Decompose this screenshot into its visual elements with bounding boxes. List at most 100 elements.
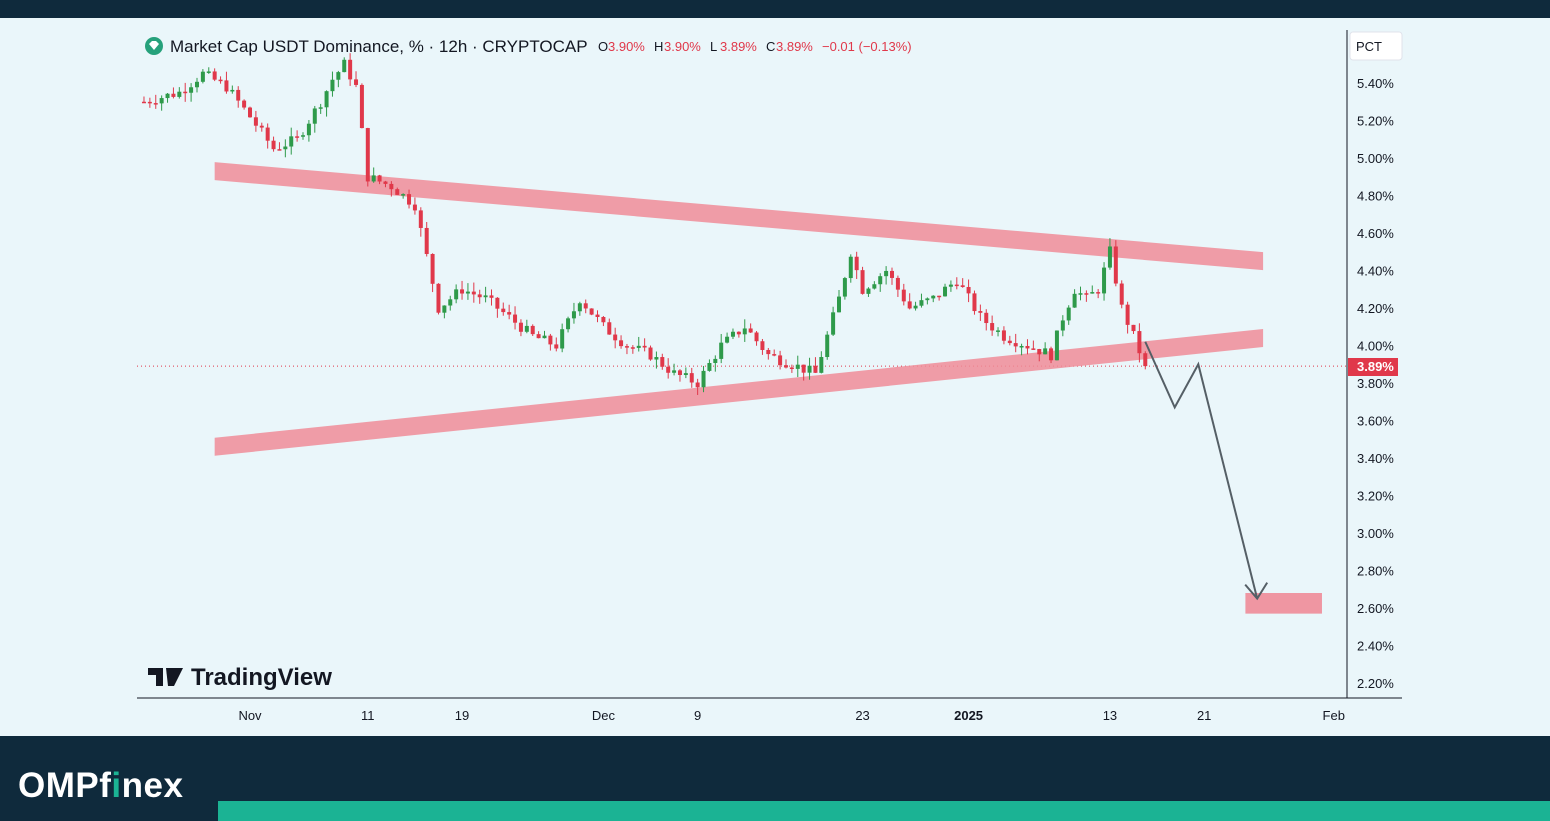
candle-down bbox=[242, 100, 247, 108]
symbol-title[interactable]: Market Cap USDT Dominance, % · 12h · CRY… bbox=[170, 37, 588, 56]
candle-up bbox=[283, 146, 288, 150]
candle-down bbox=[259, 125, 264, 128]
candle-down bbox=[348, 59, 353, 80]
candle-up bbox=[1102, 267, 1107, 294]
candle-down bbox=[407, 194, 412, 205]
candle-up bbox=[483, 295, 488, 298]
ohlc-label: O bbox=[598, 39, 608, 54]
candle-up bbox=[1066, 307, 1071, 321]
candle-down bbox=[377, 175, 382, 182]
candle-up bbox=[996, 330, 1001, 332]
candle-down bbox=[1119, 283, 1124, 305]
candle-up bbox=[1078, 293, 1083, 295]
candle-down bbox=[477, 294, 482, 298]
price-tick-label: 3.60% bbox=[1357, 414, 1394, 429]
scale-mode-button[interactable] bbox=[1349, 31, 1403, 61]
candle-down bbox=[141, 101, 146, 104]
candle-down bbox=[153, 103, 158, 105]
candle-down bbox=[147, 101, 152, 104]
candle-up bbox=[165, 93, 170, 99]
time-tick-label: 13 bbox=[1103, 708, 1117, 723]
candle-down bbox=[354, 79, 359, 85]
candle-down bbox=[424, 227, 429, 254]
candle-up bbox=[1019, 345, 1024, 348]
candle-down bbox=[660, 357, 665, 367]
candle-up bbox=[713, 358, 718, 364]
ohlc-value: 3.89% bbox=[776, 39, 813, 54]
candle-up bbox=[837, 296, 841, 313]
candle-down bbox=[1007, 340, 1012, 344]
candle-up bbox=[672, 370, 677, 373]
trendline-band[interactable] bbox=[214, 329, 1264, 456]
brand-part-f: f bbox=[99, 766, 112, 805]
candle-down bbox=[890, 270, 895, 278]
candle-up bbox=[524, 325, 529, 332]
candle-up bbox=[925, 298, 930, 301]
candle-down bbox=[648, 347, 653, 360]
ohlc-value: 3.89% bbox=[720, 39, 757, 54]
price-tick-label: 2.20% bbox=[1357, 676, 1394, 691]
candle-up bbox=[1043, 348, 1048, 355]
candle-down bbox=[630, 347, 635, 349]
candle-down bbox=[972, 293, 977, 312]
candle-up bbox=[884, 270, 889, 277]
candle-up bbox=[931, 295, 936, 299]
projection-path[interactable] bbox=[1144, 341, 1259, 599]
candle-down bbox=[365, 128, 370, 182]
candle-down bbox=[748, 328, 753, 333]
tradingview-logo-dot bbox=[166, 668, 174, 676]
candle-down bbox=[183, 91, 188, 94]
price-tick-label: 5.00% bbox=[1357, 151, 1394, 166]
candle-up bbox=[819, 357, 824, 373]
candle-up bbox=[289, 136, 294, 147]
candle-up bbox=[1072, 293, 1077, 308]
candle-down bbox=[772, 354, 777, 356]
candle-down bbox=[389, 183, 394, 190]
brand-part-nex: nex bbox=[121, 766, 184, 805]
candle-down bbox=[966, 286, 971, 294]
candle-up bbox=[465, 291, 470, 294]
price-tick-label: 3.00% bbox=[1357, 526, 1394, 541]
price-change: −0.01 (−0.13%) bbox=[822, 39, 912, 54]
candle-up bbox=[312, 108, 317, 124]
candle-down bbox=[277, 149, 282, 151]
candle-up bbox=[230, 89, 235, 92]
candle-down bbox=[436, 283, 441, 313]
price-tick-label: 4.20% bbox=[1357, 301, 1394, 316]
candle-down bbox=[248, 107, 252, 118]
candle-down bbox=[1025, 345, 1030, 349]
time-tick-label: 21 bbox=[1197, 708, 1211, 723]
price-tick-label: 3.80% bbox=[1357, 376, 1394, 391]
ohlc-label: L bbox=[710, 39, 717, 54]
candle-up bbox=[454, 289, 459, 300]
brand-logo: OMPfinex bbox=[18, 766, 183, 806]
ohlc-value: 3.90% bbox=[608, 39, 645, 54]
footer-bar bbox=[0, 736, 1550, 821]
candle-up bbox=[1107, 246, 1112, 268]
time-tick-label: 11 bbox=[361, 708, 375, 723]
candle-up bbox=[842, 278, 847, 297]
candle-down bbox=[1001, 330, 1006, 341]
candle-down bbox=[430, 253, 435, 284]
candle-down bbox=[212, 71, 217, 80]
candle-down bbox=[984, 312, 989, 324]
candle-down bbox=[265, 127, 270, 141]
candle-up bbox=[189, 87, 194, 93]
candle-down bbox=[901, 289, 906, 302]
candle-down bbox=[990, 323, 995, 331]
trendline-band[interactable] bbox=[214, 162, 1264, 271]
candle-down bbox=[271, 140, 276, 150]
candle-up bbox=[1060, 320, 1065, 331]
candle-down bbox=[501, 308, 506, 313]
target-zone[interactable] bbox=[1245, 593, 1322, 614]
price-tick-label: 3.40% bbox=[1357, 451, 1394, 466]
candle-down bbox=[754, 332, 759, 342]
candle-down bbox=[1013, 343, 1018, 347]
candle-down bbox=[489, 295, 494, 298]
candle-down bbox=[695, 382, 700, 388]
candle-down bbox=[1113, 246, 1118, 284]
candle-up bbox=[742, 328, 747, 335]
candle-down bbox=[395, 189, 400, 195]
candle-down bbox=[224, 80, 229, 92]
candle-up bbox=[707, 363, 712, 371]
